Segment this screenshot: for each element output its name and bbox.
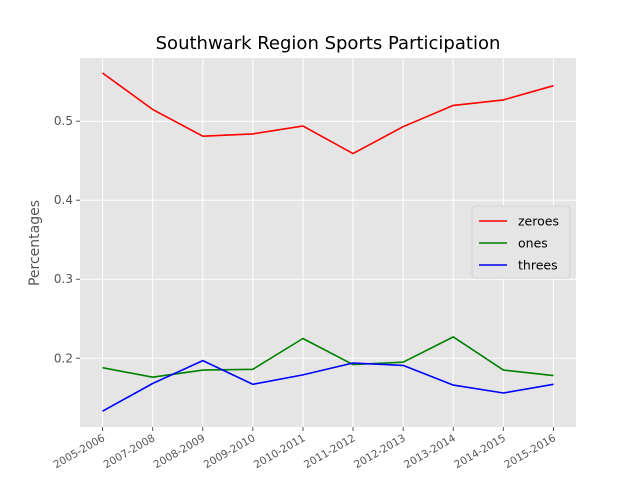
y-tick-label: 0.3 — [54, 272, 73, 286]
y-tick-label: 0.4 — [54, 193, 73, 207]
x-tick-label: 2008-2009 — [152, 432, 208, 471]
x-tick-label: 2005-2006 — [51, 432, 107, 471]
x-tick-label: 2009-2010 — [202, 432, 258, 471]
legend-label-ones: ones — [518, 236, 548, 251]
x-tick-label: 2014-2015 — [452, 432, 508, 471]
series-line-threes — [102, 359, 554, 412]
x-tick-label: 2011-2012 — [302, 432, 358, 471]
legend-box — [471, 205, 571, 279]
chart-title: Southwark Region Sports Participation — [156, 33, 501, 54]
series-line-zeroes — [102, 72, 554, 155]
y-axis-ticks: 0.2 0.3 0.4 0.5 — [54, 114, 80, 365]
legend-label-zeroes: zeroes — [518, 214, 559, 229]
legend: zeroes ones threes — [471, 205, 571, 279]
x-tick-label: 2015-2016 — [502, 432, 558, 471]
legend-label-threes: threes — [518, 258, 558, 273]
y-tick-label: 0.5 — [54, 114, 73, 128]
x-tick-label: 2012-2013 — [352, 432, 408, 471]
x-axis-ticks: 2005-20062007-20082008-20092009-20102010… — [51, 427, 558, 471]
y-tick-label: 0.2 — [54, 351, 73, 365]
x-tick-label: 2010-2011 — [252, 432, 308, 471]
series-line-ones — [102, 336, 554, 379]
series-lines — [102, 72, 554, 412]
x-tick-label: 2013-2014 — [402, 432, 458, 471]
y-axis-label: Percentages — [27, 200, 43, 286]
x-tick-label: 2007-2008 — [102, 432, 158, 471]
